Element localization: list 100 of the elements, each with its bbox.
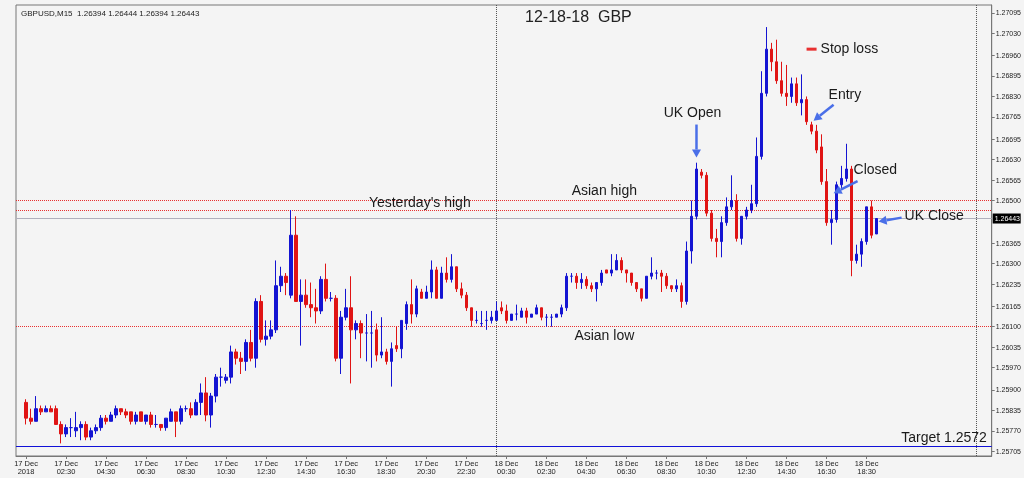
candlestick	[480, 310, 483, 328]
candlestick	[780, 61, 783, 97]
candlestick	[349, 275, 353, 384]
candlestick	[760, 70, 763, 161]
candlestick	[875, 217, 878, 235]
candlestick	[595, 282, 598, 302]
candlestick	[665, 272, 668, 290]
candlestick	[825, 168, 828, 227]
annotation: Closed	[853, 160, 898, 177]
candlestick	[284, 272, 288, 296]
candlestick	[715, 228, 718, 258]
candlestick	[575, 272, 578, 290]
candlestick	[299, 278, 303, 347]
candlestick	[450, 253, 453, 284]
candlestick	[174, 411, 178, 438]
candlestick	[750, 184, 753, 214]
candlestick	[435, 266, 438, 299]
candlestick	[720, 215, 723, 258]
candlestick	[795, 77, 798, 107]
candlestick	[765, 26, 768, 97]
candlestick	[690, 200, 693, 265]
candlestick	[465, 291, 468, 312]
candlestick	[745, 206, 748, 220]
candlestick	[865, 206, 868, 246]
candlestick	[830, 209, 833, 246]
candlestick	[359, 319, 363, 359]
candlestick	[460, 282, 463, 299]
candlestick	[725, 196, 728, 227]
candlestick	[740, 215, 743, 246]
candlestick	[785, 64, 788, 107]
candlestick	[425, 285, 428, 299]
candlestick	[365, 313, 368, 362]
candlestick	[580, 272, 583, 290]
candlestick	[635, 282, 638, 293]
candlestick	[179, 405, 183, 425]
candlestick	[259, 294, 263, 343]
candlestick	[154, 414, 158, 429]
candlestick	[380, 316, 383, 359]
candlestick	[370, 310, 373, 369]
candlestick	[204, 376, 208, 422]
candlestick	[675, 278, 678, 293]
candlestick	[680, 282, 683, 309]
candlestick	[730, 174, 733, 211]
candlestick	[800, 73, 803, 116]
candlestick	[34, 395, 38, 422]
candlestick	[870, 200, 873, 239]
candlestick	[405, 300, 408, 331]
candlestick	[705, 171, 708, 217]
candlestick	[505, 304, 508, 325]
candlestick	[810, 121, 813, 135]
annotation: Entry	[828, 86, 862, 103]
annotation: UK Open	[663, 104, 722, 121]
candlestick	[139, 411, 143, 422]
candlestick	[445, 256, 448, 284]
candlestick	[495, 300, 498, 321]
candlestick	[585, 275, 588, 290]
candlestick	[400, 319, 403, 359]
candlestick	[840, 165, 843, 189]
candlestick	[565, 272, 568, 312]
candlestick	[455, 266, 458, 293]
candlestick	[560, 304, 563, 318]
candlestick	[855, 244, 858, 265]
candlestick	[670, 285, 673, 293]
candlestick	[485, 310, 488, 331]
candlestick	[319, 275, 323, 315]
candlestick	[390, 341, 393, 388]
candlestick	[805, 95, 808, 126]
annotation: UK Close	[904, 207, 964, 224]
candlestick	[610, 253, 613, 277]
ref-line-label: Asian low	[574, 327, 636, 344]
candlestick	[249, 329, 253, 362]
candlestick	[64, 423, 68, 438]
candlestick	[650, 256, 653, 280]
candlestick	[625, 269, 628, 284]
candlestick	[470, 307, 473, 328]
candlestick	[39, 405, 43, 416]
candlestick	[395, 326, 398, 353]
candlestick	[645, 275, 648, 299]
candlestick	[254, 297, 258, 369]
candlestick	[415, 285, 418, 318]
candlestick	[244, 338, 248, 372]
candlestick	[770, 42, 773, 72]
candlestick	[440, 266, 443, 299]
candlestick	[430, 259, 433, 299]
candlestick	[420, 288, 423, 299]
candlestick	[605, 269, 608, 274]
candlestick	[159, 423, 163, 432]
ref-line-label: Yesterday's high	[368, 193, 471, 210]
candlestick	[84, 420, 88, 441]
candlestick	[530, 313, 533, 318]
candlestick	[790, 77, 793, 104]
candlestick	[535, 304, 538, 315]
candlestick	[735, 193, 738, 243]
candlestick	[590, 282, 593, 293]
candlestick	[289, 209, 293, 299]
candlestick	[375, 323, 378, 362]
candlestick	[630, 272, 633, 287]
candlestick	[845, 143, 848, 183]
candlestick	[820, 133, 823, 186]
candlestick	[149, 411, 153, 429]
